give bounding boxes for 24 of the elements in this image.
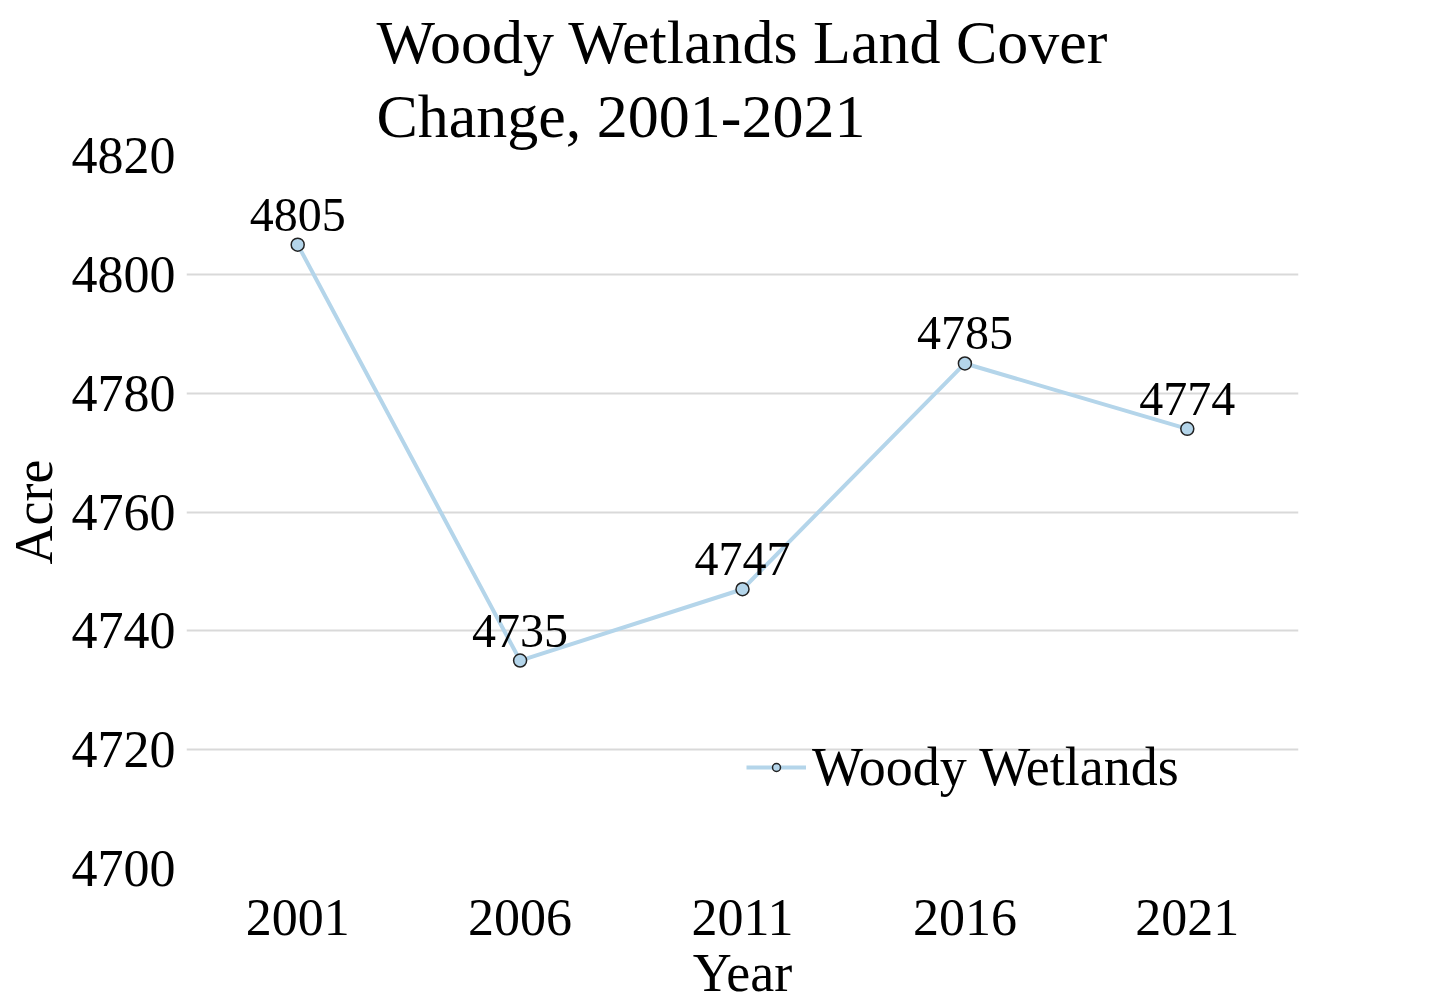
data-label: 4747 [694, 532, 791, 586]
point [512, 653, 528, 668]
y-axis-title: Acre [3, 459, 64, 565]
x-tick-label: 2021 [1135, 888, 1240, 946]
y-tick-label: 4720 [71, 721, 176, 779]
data-label: 4774 [1139, 371, 1236, 425]
point [957, 356, 973, 371]
chart-title: Woody Wetlands Land Cover Change, 2001-2021 [376, 7, 1108, 151]
y-tick-label: 4740 [71, 602, 176, 660]
x-tick-label: 2006 [468, 888, 573, 946]
data-label: 4735 [472, 603, 569, 657]
x-tick-label: 2016 [912, 888, 1017, 946]
point [735, 582, 750, 597]
legend-label: Woody Wetlands [812, 736, 1179, 798]
y-tick-label: 4760 [71, 483, 176, 541]
y-tick-label: 4700 [71, 840, 176, 897]
y-tick-label: 4780 [71, 364, 176, 422]
data-label: 4805 [249, 187, 346, 241]
y-tick-label: 4800 [71, 245, 176, 303]
point [290, 237, 305, 252]
point [1180, 421, 1195, 437]
data-label: 4785 [916, 306, 1013, 360]
x-tick-label: 2001 [245, 888, 350, 946]
y-tick-label: 4820 [71, 127, 176, 184]
